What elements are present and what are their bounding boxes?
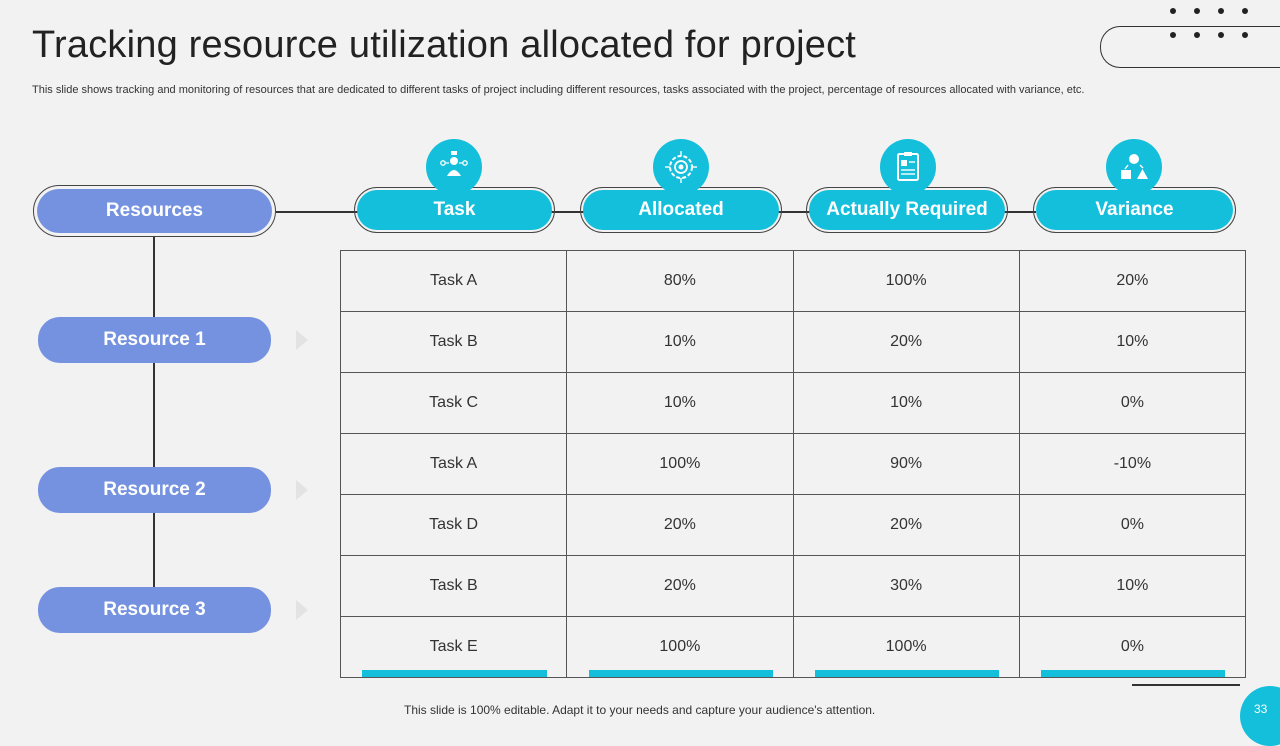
allocated-cell: 10% — [566, 311, 794, 373]
decorative-dots — [1170, 8, 1260, 42]
variance-cell: 0% — [1018, 372, 1247, 434]
allocated-cell: 20% — [566, 555, 794, 617]
actually-required-cell: 20% — [792, 311, 1020, 373]
actually-required-cell: 100% — [792, 616, 1020, 678]
actually-required-header: Actually Required — [809, 190, 1005, 230]
actually-required-cell: 30% — [792, 555, 1020, 617]
chevron-right-icon — [296, 600, 308, 620]
actually-required-cell: 90% — [792, 433, 1020, 495]
resource-1-label: Resource 1 — [38, 317, 271, 363]
chevron-right-icon — [296, 330, 308, 350]
variance-header: Variance — [1036, 190, 1233, 230]
task-cell: Task C — [339, 372, 568, 434]
resources-connector-line — [153, 236, 155, 588]
resources-header-outline — [33, 185, 276, 237]
allocated-cell: 80% — [566, 250, 794, 312]
team-leader-icon — [426, 139, 482, 195]
allocated-cell: 100% — [566, 433, 794, 495]
decorative-pill-outline — [1100, 26, 1280, 68]
task-cell: Task D — [339, 494, 568, 556]
column-accent-bar — [1041, 670, 1225, 677]
variance-cell: 10% — [1018, 555, 1247, 617]
resource-table: Task A 80% 100% 20% Task B 10% 20% 10% T… — [339, 250, 1247, 678]
allocated-header: Allocated — [583, 190, 779, 230]
actually-required-cell: 10% — [792, 372, 1020, 434]
allocated-cell: 100% — [566, 616, 794, 678]
task-cell: Task A — [339, 433, 568, 495]
resource-2-label: Resource 2 — [38, 467, 271, 513]
allocated-cell: 20% — [566, 494, 794, 556]
resources-header: Resources — [37, 189, 272, 233]
column-accent-bar — [815, 670, 999, 677]
clipboard-report-icon — [880, 139, 936, 195]
table-row: Task E 100% 100% 0% — [339, 616, 1247, 678]
variance-cell: 10% — [1018, 311, 1247, 373]
variance-cell: -10% — [1018, 433, 1247, 495]
table-row: Task A 100% 90% -10% — [339, 433, 1247, 495]
footer-divider — [1132, 684, 1240, 686]
variance-cell: 0% — [1018, 616, 1247, 678]
task-header: Task — [357, 190, 552, 230]
table-row: Task B 20% 30% 10% — [339, 555, 1247, 617]
task-cell: Task B — [339, 311, 568, 373]
table-row: Task B 10% 20% 10% — [339, 311, 1247, 373]
footer-note: This slide is 100% editable. Adapt it to… — [404, 703, 876, 717]
allocated-cell: 10% — [566, 372, 794, 434]
task-cell: Task E — [339, 616, 568, 678]
chevron-right-icon — [296, 480, 308, 500]
page-subtitle: This slide shows tracking and monitoring… — [32, 84, 1085, 96]
task-cell: Task B — [339, 555, 568, 617]
column-accent-bar — [589, 670, 773, 677]
recycle-shapes-icon — [1106, 139, 1162, 195]
actually-required-cell: 20% — [792, 494, 1020, 556]
page-number: 33 — [1254, 702, 1268, 716]
table-row: Task D 20% 20% 0% — [339, 494, 1247, 556]
variance-cell: 0% — [1018, 494, 1247, 556]
page-title: Tracking resource utilization allocated … — [32, 24, 857, 66]
task-cell: Task A — [339, 250, 568, 312]
variance-cell: 20% — [1018, 250, 1247, 312]
column-accent-bar — [362, 670, 547, 677]
actually-required-cell: 100% — [792, 250, 1020, 312]
page-number-badge: 33 — [1240, 686, 1280, 746]
target-gear-icon — [653, 139, 709, 195]
table-row: Task A 80% 100% 20% — [339, 250, 1247, 312]
table-row: Task C 10% 10% 0% — [339, 372, 1247, 434]
resource-3-label: Resource 3 — [38, 587, 271, 633]
